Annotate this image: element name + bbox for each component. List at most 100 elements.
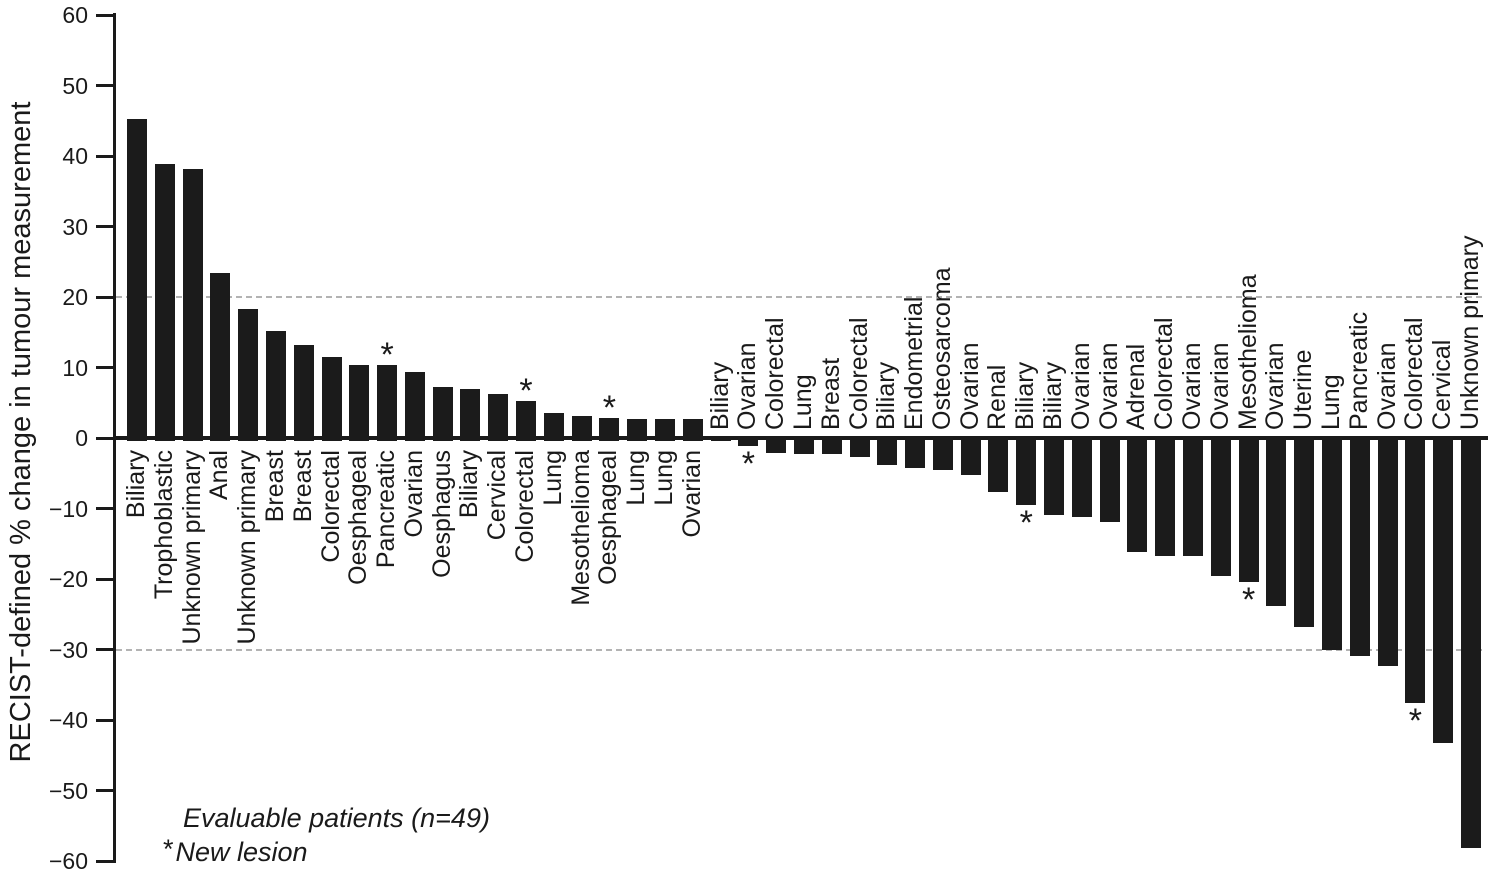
- bar-label: Lung: [788, 374, 817, 430]
- bar: [1099, 437, 1120, 522]
- bar-label: Mesothelioma: [1233, 274, 1262, 430]
- y-axis-tick: [96, 84, 113, 87]
- bar-label: Oesphageal: [594, 450, 623, 585]
- reference-gridline-20: [116, 296, 1482, 298]
- y-axis-tick: [96, 295, 113, 299]
- y-axis-tick: [96, 225, 113, 228]
- bar: [1238, 437, 1259, 582]
- y-tick-label: −60: [48, 848, 88, 874]
- bar: [1377, 437, 1398, 667]
- new-lesion-asterisk-icon: *: [1019, 503, 1033, 542]
- bar-label: Ovarian: [733, 342, 762, 430]
- new-lesion-asterisk-icon: *: [602, 389, 617, 428]
- bar-label: Ovarian: [1066, 342, 1095, 430]
- bar-label: Ovarian: [1372, 342, 1401, 430]
- bar-label: Unknown primary: [177, 450, 206, 645]
- bar-label: Cervical: [1428, 339, 1457, 430]
- bar: [766, 437, 787, 453]
- bar-label: Colorectal: [761, 317, 790, 430]
- bar-label: Breast: [816, 357, 845, 430]
- bar-label: Colorectal: [511, 450, 540, 563]
- bar: [321, 356, 342, 441]
- bar: [849, 437, 870, 458]
- y-tick-label: −40: [48, 707, 88, 733]
- annotation-evaluable-patients: Evaluable patients (n=49): [183, 802, 490, 834]
- bar: [1183, 437, 1204, 557]
- y-tick-label: −10: [48, 495, 88, 522]
- bar-label: Mesothelioma: [566, 450, 595, 606]
- bar: [404, 371, 425, 441]
- bar: [1127, 437, 1148, 553]
- annotation-evaluable-text: Evaluable patients (n=49): [183, 803, 490, 833]
- bar: [377, 365, 398, 441]
- y-axis-tick: [96, 366, 113, 369]
- bar-label: Colorectal: [1150, 317, 1179, 430]
- bar: [488, 393, 509, 441]
- bar: [932, 437, 953, 470]
- y-axis-tick: [96, 789, 113, 792]
- bar: [1016, 437, 1037, 505]
- y-axis-tick: [96, 436, 113, 440]
- bar: [516, 400, 537, 441]
- bar: [710, 437, 731, 441]
- new-lesion-asterisk-icon: *: [1408, 702, 1422, 741]
- bar: [738, 437, 759, 447]
- y-tick-label: 20: [62, 284, 88, 310]
- y-axis-tick: [96, 718, 113, 722]
- bar-label: Osteosarcoma: [927, 267, 956, 430]
- bar-label: Anal: [205, 450, 234, 501]
- bar: [293, 344, 314, 441]
- bar: [460, 388, 481, 441]
- bar-label: Ovarian: [1205, 342, 1234, 430]
- bar: [682, 418, 703, 441]
- y-tick-label: 30: [62, 213, 88, 240]
- bar-label: Lung: [1316, 374, 1345, 430]
- bar: [349, 364, 370, 441]
- y-axis-tick: [96, 13, 113, 17]
- new-lesion-asterisk-icon: *: [519, 371, 533, 410]
- bar: [154, 163, 175, 441]
- bar-label: Lung: [538, 450, 567, 506]
- new-lesion-asterisk-icon: *: [741, 445, 755, 484]
- bar-label: Oesphagus: [427, 450, 456, 578]
- y-axis-tick: [96, 648, 113, 651]
- bar: [793, 437, 814, 455]
- bar-label: Colorectal: [1400, 317, 1429, 430]
- y-tick-label: −20: [48, 566, 88, 592]
- bar-label: Uterine: [1289, 349, 1318, 430]
- bar: [1405, 437, 1426, 704]
- y-axis-tick: [96, 507, 113, 510]
- y-tick-label: 60: [62, 2, 88, 28]
- bar-label: Ovarian: [955, 342, 984, 430]
- bar: [1210, 437, 1231, 577]
- annotation-new-lesion: *New lesion: [163, 834, 308, 868]
- bar: [1294, 437, 1315, 627]
- bar-label: Breast: [288, 450, 317, 523]
- bar-label: Biliary: [1039, 361, 1068, 430]
- y-tick-label: 40: [62, 143, 88, 169]
- bar-label: Trophoblastic: [149, 450, 178, 600]
- bar-label: Biliary: [455, 450, 484, 519]
- bar: [238, 308, 259, 441]
- bar: [1321, 437, 1342, 650]
- y-tick-label: −50: [48, 777, 88, 804]
- bar: [1433, 437, 1454, 743]
- bar-label: Ovarian: [1261, 342, 1290, 430]
- bar-label: Endometrial: [900, 296, 929, 430]
- new-lesion-asterisk-icon: *: [163, 834, 174, 864]
- bar-label: Ovarian: [399, 450, 428, 538]
- bar-label: Ovarian: [1094, 342, 1123, 430]
- bar-label: Ovarian: [1178, 342, 1207, 430]
- bar: [1266, 437, 1287, 606]
- y-tick-label: 0: [75, 425, 88, 451]
- bar: [265, 330, 286, 441]
- bar-label: Ovarian: [677, 450, 706, 538]
- bar: [877, 437, 898, 465]
- bar-label: Biliary: [1011, 361, 1040, 430]
- bar: [1044, 437, 1065, 515]
- bar-label: Adrenal: [1122, 343, 1151, 430]
- bar: [1460, 437, 1481, 849]
- y-axis-tick: [96, 154, 113, 158]
- bar: [210, 273, 231, 441]
- bar: [182, 168, 203, 441]
